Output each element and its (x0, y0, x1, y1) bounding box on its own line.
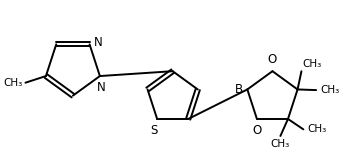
Text: CH₃: CH₃ (271, 139, 290, 149)
Text: CH₃: CH₃ (3, 78, 22, 88)
Text: O: O (252, 124, 261, 137)
Text: B: B (235, 83, 244, 96)
Text: CH₃: CH₃ (320, 85, 339, 95)
Text: N: N (94, 36, 102, 49)
Text: N: N (96, 81, 105, 94)
Text: CH₃: CH₃ (307, 124, 326, 134)
Text: S: S (151, 124, 158, 137)
Text: CH₃: CH₃ (302, 59, 322, 69)
Text: O: O (268, 53, 277, 66)
